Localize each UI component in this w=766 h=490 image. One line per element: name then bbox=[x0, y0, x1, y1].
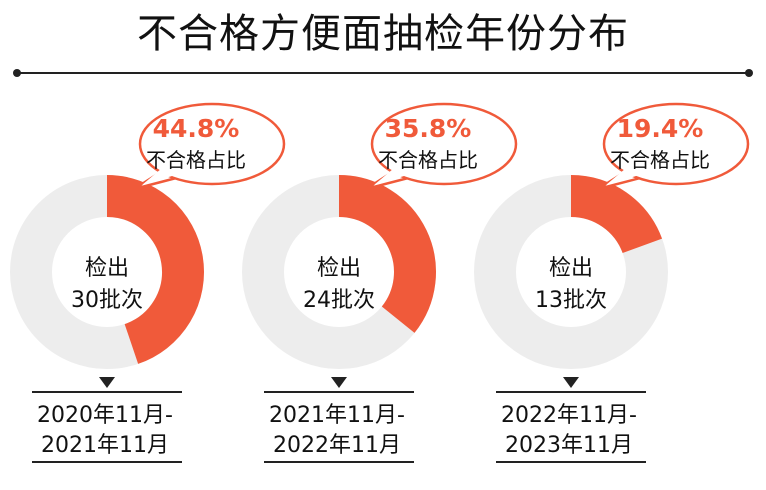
donut-unqualified-slice-3 bbox=[570, 175, 663, 254]
period-label-1-line1: 2020年11月- bbox=[37, 403, 173, 428]
speech-bubble-tail-fill-1 bbox=[142, 163, 182, 185]
speech-bubble-tail-fill-3 bbox=[606, 163, 646, 185]
title-divider bbox=[17, 72, 749, 74]
period-label-3-line1: 2022年11月- bbox=[501, 403, 637, 428]
period-label-2-line1: 2021年11月- bbox=[269, 403, 405, 428]
down-arrow-icon-1 bbox=[99, 377, 115, 388]
center-label-2-line2: 24批次 bbox=[303, 288, 375, 313]
center-label-1-line2: 30批次 bbox=[71, 288, 143, 313]
percent-label-3: 19.4% bbox=[616, 114, 704, 143]
percent-label-1: 44.8% bbox=[152, 114, 240, 143]
down-arrow-icon-3 bbox=[563, 377, 579, 388]
chart-title: 不合格方便面抽检年份分布 bbox=[137, 11, 629, 57]
speech-bubble-1 bbox=[138, 102, 286, 186]
percent-label-2: 35.8% bbox=[384, 114, 472, 143]
period-label-1-line2: 2021年11月 bbox=[41, 433, 169, 458]
divider-right-dot bbox=[745, 69, 753, 77]
speech-bubble-2 bbox=[370, 102, 518, 186]
speech-bubble-3 bbox=[602, 102, 750, 186]
divider-left-dot bbox=[13, 69, 21, 77]
percent-caption-2: 不合格占比 bbox=[378, 148, 478, 172]
period-label-2-line2: 2022年11月 bbox=[273, 433, 401, 458]
center-label-1-line1: 检出 bbox=[84, 256, 129, 281]
percent-caption-3: 不合格占比 bbox=[610, 148, 710, 172]
donut-unqualified-slice-1 bbox=[106, 175, 204, 364]
down-arrow-icon-2 bbox=[331, 377, 347, 388]
donut-unqualified-slice-2 bbox=[338, 175, 436, 333]
percent-caption-1: 不合格占比 bbox=[146, 148, 246, 172]
period-label-3-line2: 2023年11月 bbox=[505, 433, 633, 458]
center-label-2-line1: 检出 bbox=[316, 256, 361, 281]
center-label-3-line1: 检出 bbox=[548, 256, 593, 281]
speech-bubble-tail-fill-2 bbox=[374, 163, 414, 185]
center-label-3-line2: 13批次 bbox=[535, 288, 607, 313]
